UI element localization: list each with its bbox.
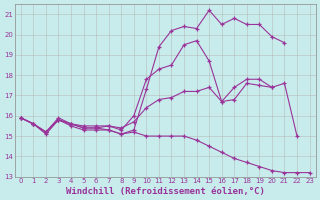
- X-axis label: Windchill (Refroidissement éolien,°C): Windchill (Refroidissement éolien,°C): [66, 187, 265, 196]
